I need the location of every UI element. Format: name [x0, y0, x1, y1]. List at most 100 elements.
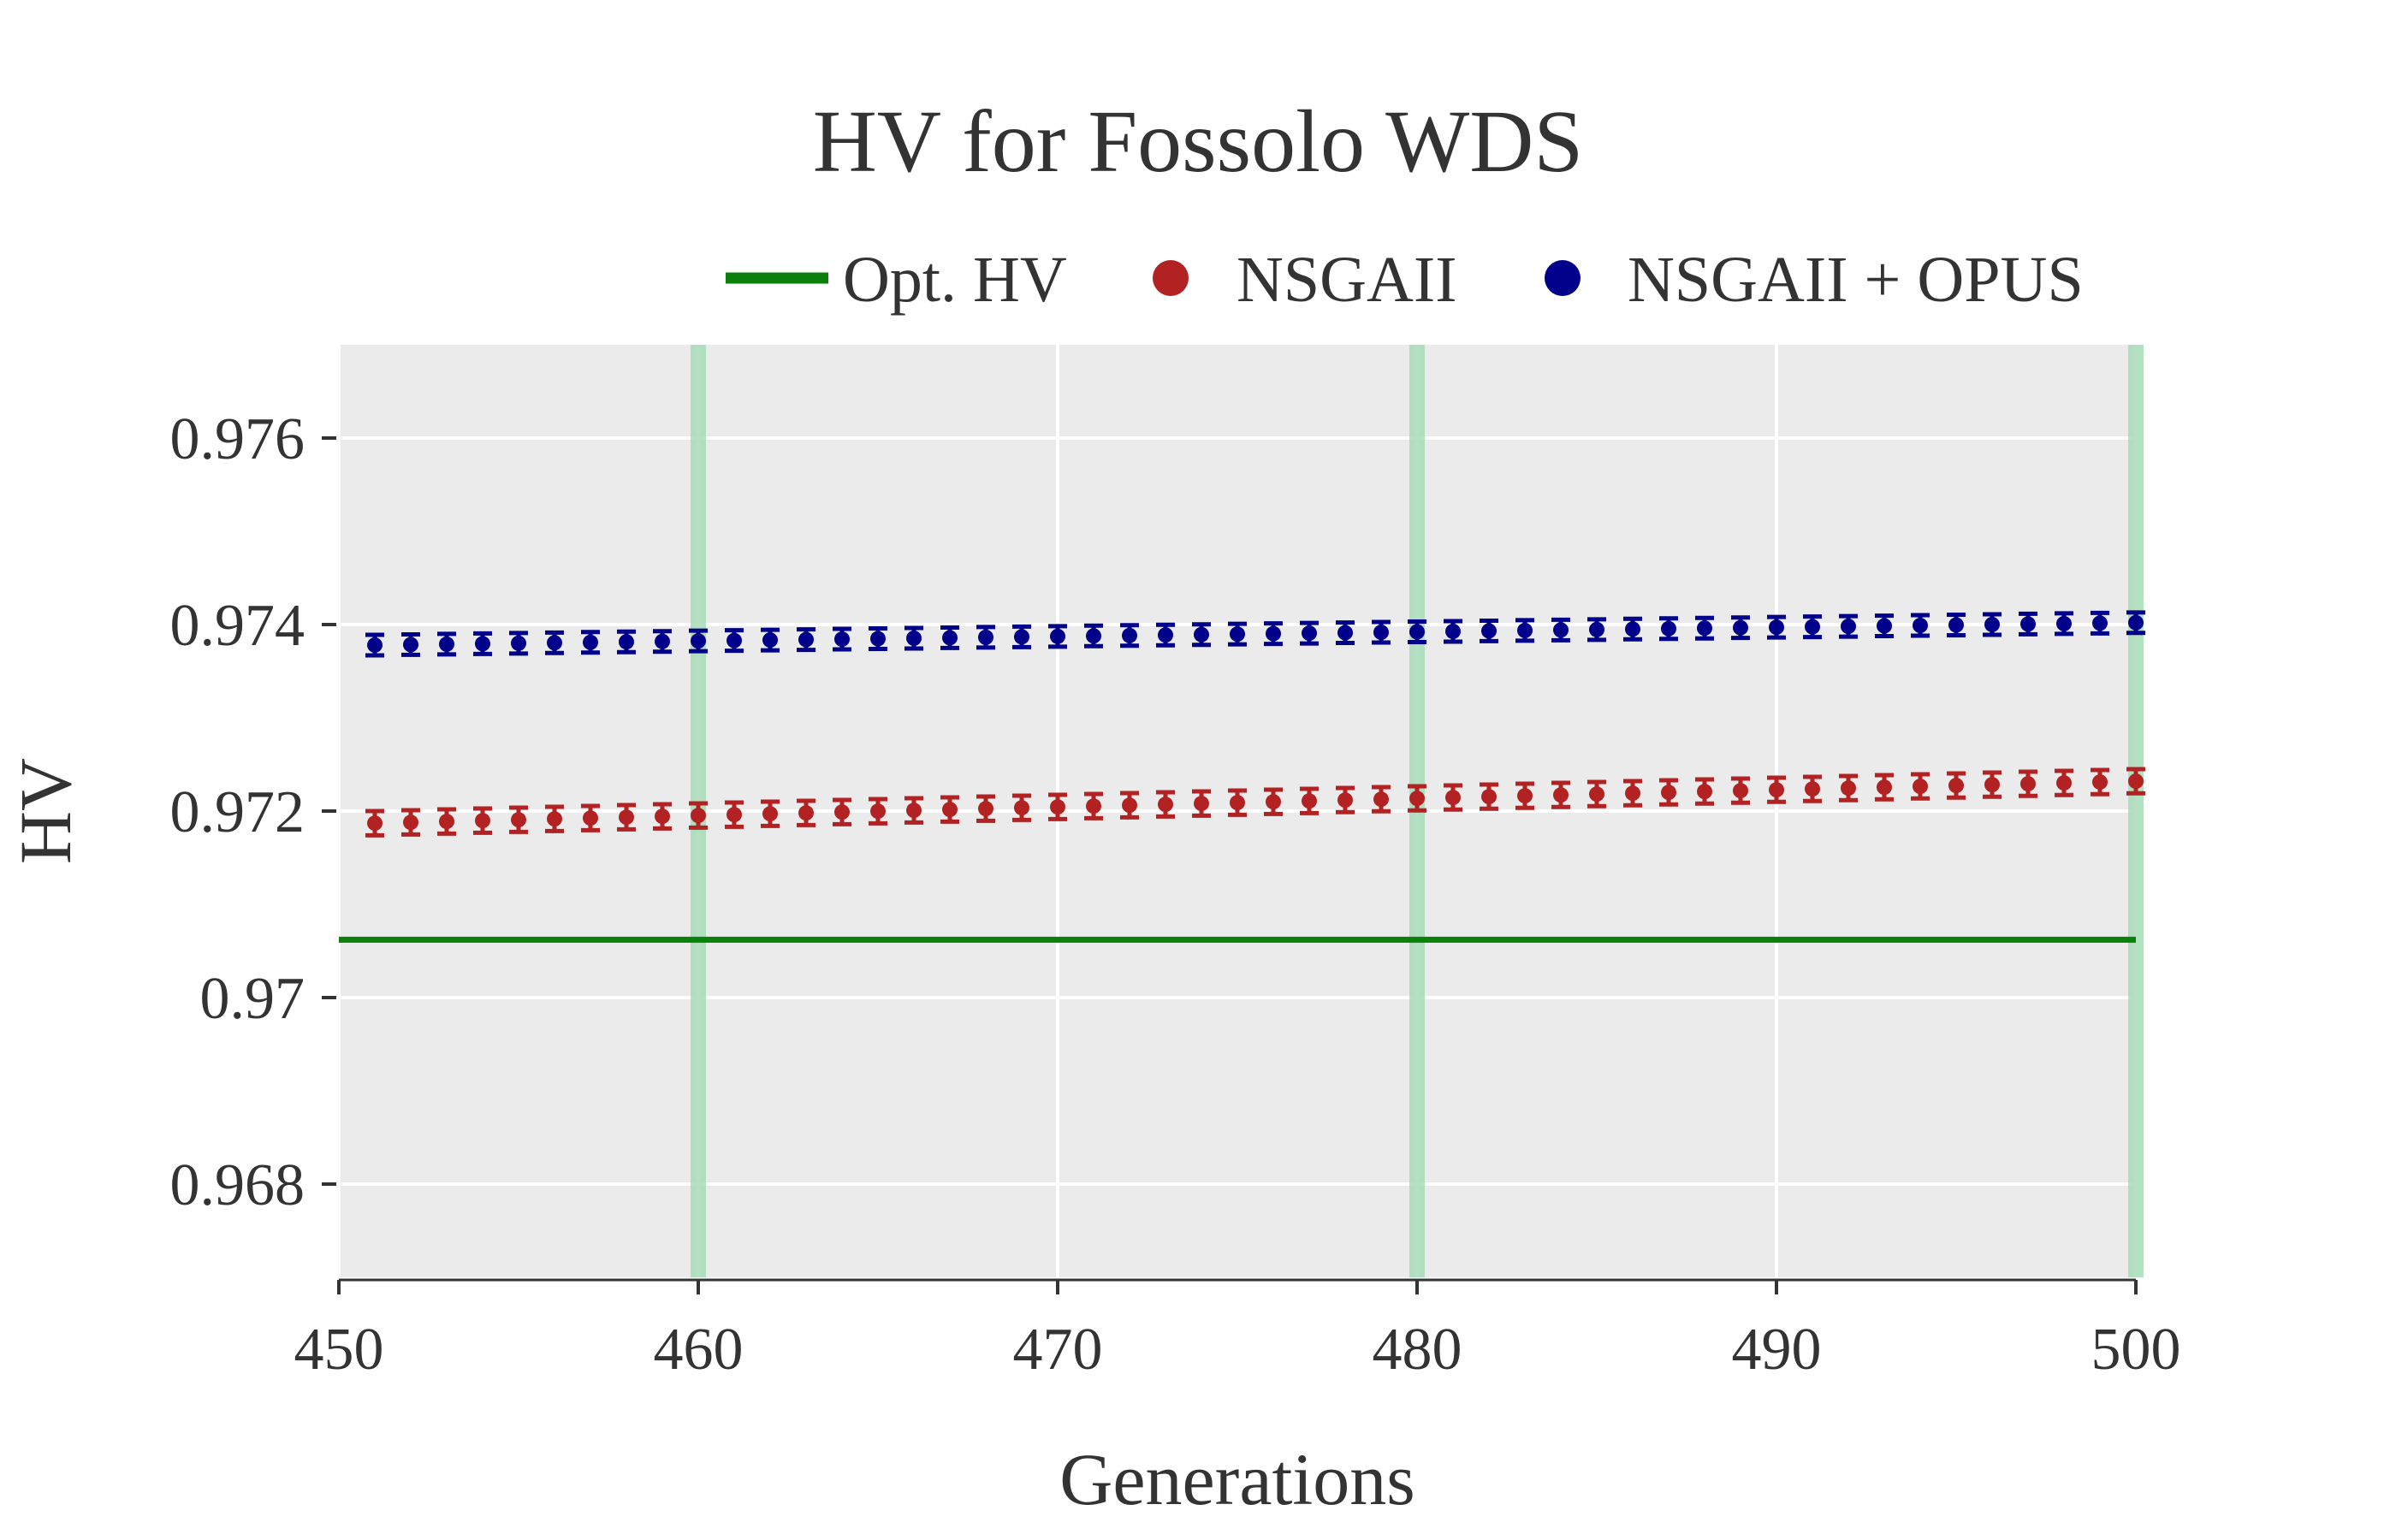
data-point	[691, 808, 706, 824]
data-point	[2092, 615, 2108, 631]
data-point	[583, 634, 598, 650]
data-point	[2020, 616, 2036, 632]
data-point	[906, 630, 922, 646]
data-point	[2020, 776, 2036, 792]
data-point	[942, 630, 958, 646]
data-point	[1733, 619, 1748, 636]
data-point	[1553, 622, 1569, 638]
data-point	[1697, 784, 1712, 800]
data-point	[978, 629, 993, 645]
data-point	[439, 636, 454, 652]
data-point	[1302, 793, 1317, 809]
data-point	[403, 637, 418, 653]
data-point	[1014, 629, 1029, 645]
data-point	[1050, 799, 1065, 815]
data-point	[2056, 775, 2072, 791]
y-tick-label-2: 0.972	[170, 779, 305, 845]
data-point	[798, 631, 814, 648]
data-point	[1733, 783, 1748, 799]
data-point	[1373, 791, 1389, 808]
data-point	[1481, 623, 1497, 639]
x-tick-label-1: 460	[654, 1317, 744, 1383]
data-point	[547, 635, 562, 651]
data-point	[1948, 617, 1964, 633]
data-point	[475, 636, 490, 652]
data-point	[655, 633, 670, 649]
data-point	[1517, 622, 1533, 638]
highlight-band-2	[2128, 345, 2144, 1277]
data-point	[1230, 795, 1245, 811]
y-tick-label-1: 0.97	[200, 966, 305, 1032]
data-point	[1877, 618, 1892, 634]
data-point	[2056, 615, 2072, 631]
data-point	[1984, 777, 2000, 793]
data-point	[1014, 800, 1029, 816]
data-point	[1589, 786, 1604, 803]
data-point	[547, 811, 562, 827]
data-point	[1661, 620, 1676, 637]
data-point	[367, 637, 383, 653]
data-point	[1409, 791, 1425, 807]
data-point	[1805, 781, 1820, 797]
y-axis-title: HV	[4, 758, 86, 864]
x-tick-label-4: 490	[1732, 1317, 1822, 1383]
data-point	[1266, 625, 1281, 642]
data-point	[619, 634, 634, 650]
x-tick-label-0: 450	[294, 1317, 384, 1383]
data-point	[762, 632, 778, 649]
series-layer	[365, 610, 2145, 838]
data-point	[367, 815, 383, 832]
data-point	[1194, 796, 1209, 812]
data-point	[870, 803, 886, 820]
data-point	[834, 804, 850, 820]
x-tick-label-5: 500	[2091, 1317, 2181, 1383]
legend: Opt. HV NSGAII NSGAII + OPUS	[726, 244, 2084, 316]
data-point	[1481, 789, 1497, 805]
data-point	[1877, 779, 1892, 796]
legend-label-nsgaii-opus: NSGAII + OPUS	[1628, 244, 2084, 316]
axes: 450 460 470 480 490 500 0.968 0.97 0.972 0.974 0.9…	[170, 406, 2181, 1383]
data-point	[2092, 774, 2108, 791]
data-point	[978, 801, 993, 817]
data-point	[1158, 797, 1173, 813]
data-point	[1230, 626, 1245, 643]
data-point	[1373, 625, 1389, 641]
data-point	[1337, 792, 1353, 808]
data-point	[727, 807, 742, 823]
data-point	[655, 808, 670, 825]
data-point	[2128, 614, 2144, 631]
data-point	[727, 632, 742, 649]
y-tick-label-0: 0.968	[170, 1152, 305, 1218]
data-point	[1122, 627, 1137, 643]
data-point	[1158, 627, 1173, 643]
data-point	[1841, 619, 1856, 635]
legend-label-nsgaii: NSGAII	[1237, 244, 1457, 316]
data-point	[870, 631, 886, 647]
data-point	[762, 806, 778, 822]
data-point	[1445, 623, 1461, 639]
data-point	[942, 802, 958, 818]
data-point	[1553, 787, 1569, 803]
data-point	[1086, 798, 1101, 814]
legend-marker-nsgaii	[1153, 260, 1189, 296]
data-point	[906, 803, 922, 819]
data-point	[2128, 773, 2144, 790]
data-point	[475, 813, 490, 829]
data-point	[1625, 785, 1640, 802]
data-point	[1984, 616, 2000, 632]
y-tick-label-4: 0.976	[170, 406, 305, 472]
data-point	[439, 814, 454, 830]
data-point	[511, 635, 526, 651]
data-point	[1589, 621, 1604, 637]
data-point	[619, 809, 634, 826]
data-point	[1769, 619, 1784, 636]
data-point	[1050, 628, 1065, 644]
data-point	[1913, 779, 1928, 795]
data-point	[1266, 794, 1281, 810]
x-tick-label-3: 480	[1373, 1317, 1462, 1383]
legend-marker-nsgaii-opus	[1545, 260, 1581, 296]
series-1	[365, 610, 2145, 658]
data-point	[1337, 625, 1353, 641]
data-point	[1122, 797, 1137, 814]
data-point	[1086, 628, 1101, 644]
